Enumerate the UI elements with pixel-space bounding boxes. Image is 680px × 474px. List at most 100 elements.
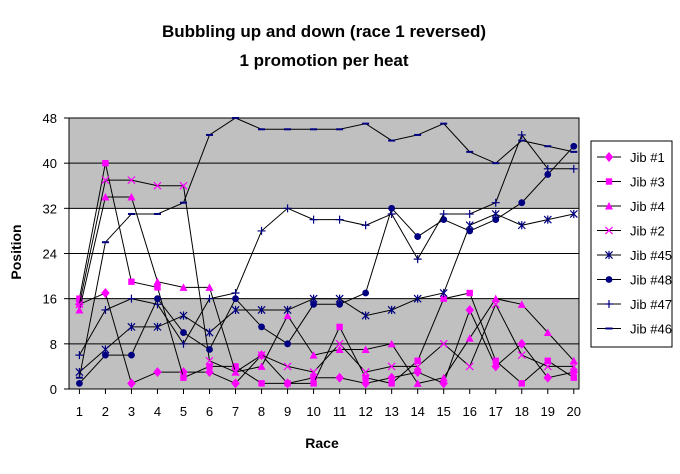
data-point (361, 378, 370, 389)
data-point (413, 294, 422, 303)
data-point (309, 368, 318, 377)
series-line (78, 117, 574, 378)
x-tick-label: 15 (436, 404, 450, 419)
data-point (128, 278, 135, 285)
y-tick-label: 24 (43, 247, 57, 262)
data-point (517, 130, 526, 139)
legend-item: Jib #2 (597, 224, 665, 239)
data-point (336, 300, 344, 308)
data-point (76, 295, 83, 302)
x-tick-label: 18 (515, 404, 529, 419)
x-tick-label: 19 (541, 404, 555, 419)
data-point (543, 372, 553, 383)
data-point (102, 351, 109, 359)
data-point (205, 356, 214, 365)
legend-item: Jib #47 (597, 297, 672, 312)
series-line (78, 163, 575, 385)
data-point (335, 372, 344, 383)
data-point (336, 323, 343, 331)
data-point (257, 362, 266, 370)
data-point (205, 328, 214, 337)
data-point (127, 322, 136, 331)
data-point (335, 215, 344, 224)
data-point (362, 374, 369, 381)
data-point (466, 289, 473, 297)
data-point (518, 380, 525, 387)
data-point (153, 322, 162, 331)
series-line (79, 292, 574, 385)
legend-label: Jib #47 (630, 297, 672, 312)
data-point (569, 356, 578, 365)
series-line (78, 133, 574, 356)
data-point (570, 374, 577, 381)
data-point (361, 345, 370, 353)
y-tick-label: 8 (50, 337, 57, 352)
data-point (491, 198, 500, 207)
data-point (102, 159, 109, 167)
data-point (309, 351, 318, 359)
x-tick-label: 4 (154, 404, 161, 419)
data-point (231, 305, 240, 315)
x-tick-label: 3 (128, 404, 135, 419)
y-tick-label: 32 (43, 201, 57, 216)
data-point (257, 351, 266, 360)
data-point (76, 379, 83, 387)
legend-label: Jib #3 (630, 175, 665, 190)
series-jib-47 (75, 130, 578, 360)
data-point (569, 362, 578, 371)
data-point (361, 221, 370, 230)
data-point (413, 379, 422, 387)
data-point (179, 181, 188, 190)
data-point (101, 176, 110, 185)
data-point (206, 346, 213, 353)
data-point (517, 338, 527, 349)
x-tick-label: 11 (333, 404, 347, 419)
data-point (180, 374, 187, 381)
data-point (465, 304, 474, 315)
data-point (518, 199, 526, 207)
y-tick-label: 40 (43, 156, 57, 171)
data-point (75, 300, 84, 309)
data-point (569, 209, 578, 219)
data-point (310, 380, 317, 387)
series-jib-2 (75, 176, 578, 377)
data-point (205, 294, 214, 303)
legend-item: Jib #48 (597, 273, 672, 288)
legend-item: Jib #45 (597, 248, 672, 263)
legend-marker (605, 202, 613, 210)
series-jib-45 (75, 209, 578, 377)
x-tick-label: 12 (358, 404, 372, 419)
x-tick-label: 5 (180, 404, 187, 419)
series-line (78, 179, 574, 373)
data-point (517, 221, 526, 230)
data-point (413, 255, 422, 264)
data-point (492, 357, 499, 364)
data-point (465, 334, 474, 342)
data-point (257, 226, 266, 235)
data-point (414, 357, 421, 364)
y-tick-label: 0 (50, 382, 57, 397)
legend-label: Jib #45 (630, 248, 672, 263)
legend: Jib #1 Jib #3 Jib #4 Jib #2 Jib #45 Jib #48 Ji… (590, 140, 673, 348)
data-point (284, 380, 291, 387)
data-point (128, 351, 135, 359)
x-tick-label: 10 (306, 404, 320, 419)
x-tick-label: 2 (102, 404, 109, 419)
series-jib-4 (75, 193, 578, 387)
x-tick-label: 8 (258, 404, 265, 419)
data-point (387, 362, 396, 371)
data-point (440, 295, 447, 302)
legend-label: Jib #48 (630, 273, 672, 288)
data-point (283, 311, 292, 320)
data-point (75, 351, 84, 360)
data-point (127, 193, 136, 201)
data-point (439, 373, 448, 382)
data-point (388, 204, 396, 212)
data-point (543, 164, 552, 173)
data-point (362, 289, 370, 297)
x-tick-label: 16 (462, 404, 476, 419)
data-point (205, 367, 214, 378)
legend-marker (605, 276, 613, 283)
data-point (127, 294, 136, 303)
